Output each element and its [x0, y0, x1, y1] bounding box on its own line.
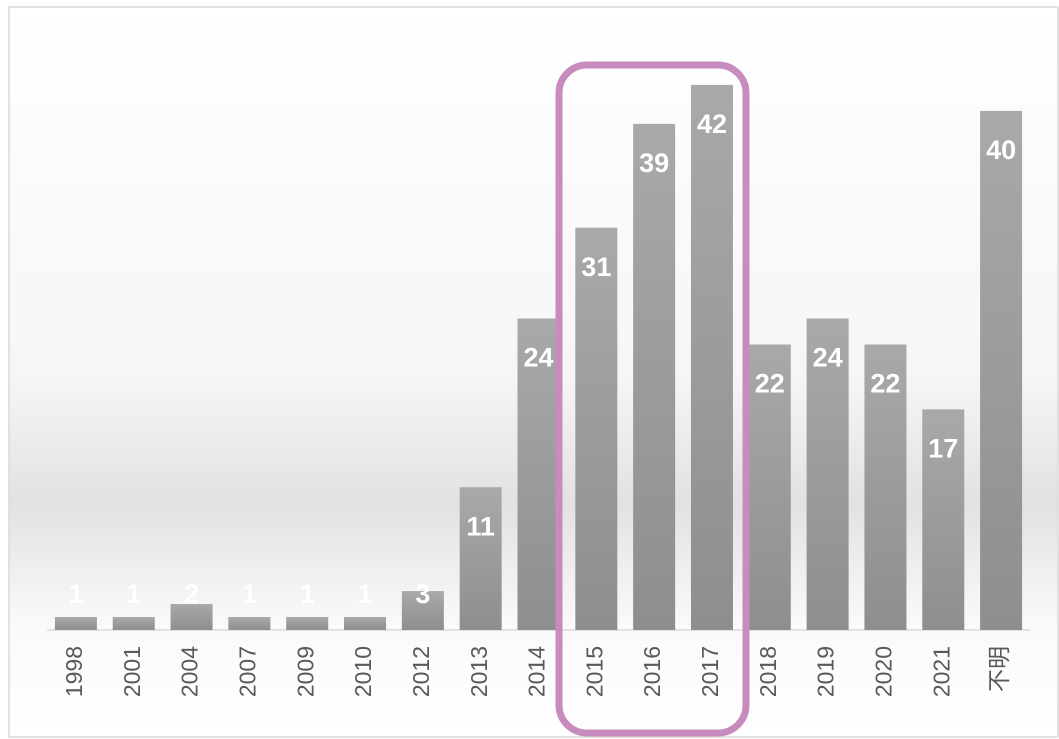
bar: [517, 318, 560, 630]
x-tick-label: 2009: [292, 646, 318, 697]
data-label: 22: [755, 369, 785, 399]
data-label: 1: [358, 579, 373, 609]
x-tick-label: 2010: [350, 646, 376, 697]
x-tick-label: 2021: [928, 646, 954, 697]
bar: [170, 604, 213, 630]
bar: [54, 617, 97, 630]
x-tick-label: 2012: [408, 646, 434, 697]
bar: [633, 123, 676, 630]
bar: [575, 227, 618, 630]
bar: [401, 591, 444, 630]
data-label: 24: [523, 343, 553, 373]
data-label: 17: [928, 434, 958, 464]
data-label: 3: [415, 579, 430, 609]
data-label: 1: [68, 579, 83, 609]
plot-area: 1 1998 1 2001 2 2004 1 2007 1 2009 1 2010 3 2012 11 201…: [47, 84, 1030, 697]
bar: [806, 318, 849, 630]
x-tick-label: 2016: [639, 646, 665, 697]
x-tick-label: 不明: [986, 646, 1012, 692]
x-tick-label: 2017: [697, 646, 723, 697]
x-tick-label: 2013: [466, 646, 492, 697]
x-tick-label: 2004: [177, 646, 203, 697]
data-label: 22: [870, 369, 900, 399]
bar: [344, 617, 387, 630]
x-tick-label: 2020: [871, 646, 897, 697]
x-tick-label: 1998: [61, 646, 87, 697]
x-tick-label: 2015: [581, 646, 607, 697]
data-label: 42: [697, 109, 727, 139]
bar: [286, 617, 329, 630]
bar: [112, 617, 155, 630]
data-label: 39: [639, 148, 669, 178]
data-label: 1: [242, 579, 257, 609]
bar: [980, 110, 1023, 630]
data-label: 24: [813, 343, 843, 373]
bar: [228, 617, 271, 630]
bar: [922, 409, 965, 630]
data-label: 1: [300, 579, 315, 609]
bar: [459, 487, 502, 630]
data-label: 11: [466, 511, 495, 541]
highlight-box: [555, 61, 750, 737]
data-label: 2: [184, 579, 199, 609]
bar: [748, 344, 791, 630]
data-label: 40: [986, 135, 1016, 165]
x-tick-label: 2001: [119, 646, 145, 697]
bar: [690, 84, 733, 630]
data-label: 31: [581, 252, 611, 282]
x-tick-label: 2007: [234, 646, 260, 697]
bar: [864, 344, 907, 630]
data-label: 1: [126, 579, 141, 609]
x-tick-label: 2019: [813, 646, 839, 697]
x-tick-label: 2014: [524, 646, 550, 697]
x-tick-label: 2018: [755, 646, 781, 697]
